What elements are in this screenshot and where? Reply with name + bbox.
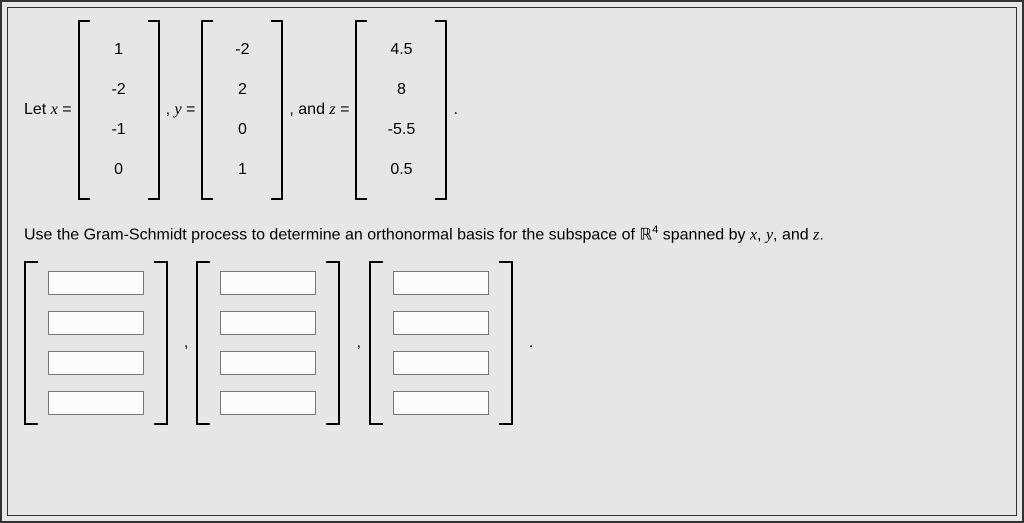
answer-vector-3 <box>369 261 513 425</box>
answer-col-2 <box>210 261 326 425</box>
y-eq-text: , y = <box>166 101 196 119</box>
z-eq-text: , and z = <box>289 101 349 119</box>
bracket-right <box>326 261 340 425</box>
comma1: , <box>757 226 766 243</box>
y-vector-cell: 1 <box>225 150 259 190</box>
answer3-row3-input[interactable] <box>393 351 489 375</box>
z-vector-cell: 8 <box>379 70 423 110</box>
answer1-row3-input[interactable] <box>48 351 144 375</box>
y-vector-matrix: -2 2 0 1 <box>201 20 283 200</box>
z-vector-matrix: 4.5 8 -5.5 0.5 <box>355 20 447 200</box>
answer-vector-2 <box>196 261 340 425</box>
x-vector-cell: -2 <box>102 70 136 110</box>
x-vector-matrix: 1 -2 -1 0 <box>78 20 160 200</box>
inner-frame: Let x = 1 -2 -1 0 , y = -2 2 <box>7 7 1017 516</box>
bracket-left <box>196 261 210 425</box>
bracket-right <box>148 20 160 200</box>
answer-vectors-row: , , <box>24 261 1000 425</box>
answer2-row2-input[interactable] <box>220 311 316 335</box>
given-vectors-row: Let x = 1 -2 -1 0 , y = -2 2 <box>24 20 1000 200</box>
answer2-row3-input[interactable] <box>220 351 316 375</box>
answer2-row1-input[interactable] <box>220 271 316 295</box>
answer-vector-1 <box>24 261 168 425</box>
bracket-right <box>271 20 283 200</box>
x-vector-cell: 0 <box>102 150 136 190</box>
outer-frame: Let x = 1 -2 -1 0 , y = -2 2 <box>0 0 1024 523</box>
instr-post: spanned by <box>658 226 750 243</box>
x-vector-cell: -1 <box>102 110 136 150</box>
answer3-row1-input[interactable] <box>393 271 489 295</box>
let-text: Let x = <box>24 101 72 119</box>
answer1-row2-input[interactable] <box>48 311 144 335</box>
answer-col-3 <box>383 261 499 425</box>
z-vector-cell: 0.5 <box>379 150 423 190</box>
and-text: , and <box>773 226 813 243</box>
answer-sep-3: . <box>521 334 541 352</box>
x-vector-column: 1 -2 -1 0 <box>90 20 148 200</box>
y-vector-cell: 0 <box>225 110 259 150</box>
y-vector-cell: -2 <box>225 30 259 70</box>
y-sym: y <box>766 226 773 243</box>
bracket-left <box>369 261 383 425</box>
bracket-left <box>78 20 90 200</box>
real-symbol: ℝ <box>639 226 652 243</box>
z-vector-column: 4.5 8 -5.5 0.5 <box>367 20 435 200</box>
answer1-row1-input[interactable] <box>48 271 144 295</box>
answer2-row4-input[interactable] <box>220 391 316 415</box>
bracket-left <box>201 20 213 200</box>
bracket-left <box>355 20 367 200</box>
let-label: Let <box>24 101 51 118</box>
y-vector-cell: 2 <box>225 70 259 110</box>
instruction-text: Use the Gram-Schmidt process to determin… <box>24 222 1000 247</box>
answer-col-1 <box>38 261 154 425</box>
period-1: . <box>453 101 457 119</box>
bracket-left <box>24 261 38 425</box>
instr-pre: Use the Gram-Schmidt process to determin… <box>24 226 639 243</box>
answer-sep-1: , <box>176 334 196 352</box>
answer3-row4-input[interactable] <box>393 391 489 415</box>
y-vector-column: -2 2 0 1 <box>213 20 271 200</box>
answer3-row2-input[interactable] <box>393 311 489 335</box>
answer-sep-2: , <box>348 334 368 352</box>
bracket-right <box>435 20 447 200</box>
x-symbol-inline: x <box>51 101 58 118</box>
x-vector-cell: 1 <box>102 30 136 70</box>
z-vector-cell: -5.5 <box>379 110 423 150</box>
end-period: . <box>819 226 823 243</box>
bracket-right <box>154 261 168 425</box>
z-vector-cell: 4.5 <box>379 30 423 70</box>
bracket-right <box>499 261 513 425</box>
x-sym: x <box>750 226 757 243</box>
answer1-row4-input[interactable] <box>48 391 144 415</box>
